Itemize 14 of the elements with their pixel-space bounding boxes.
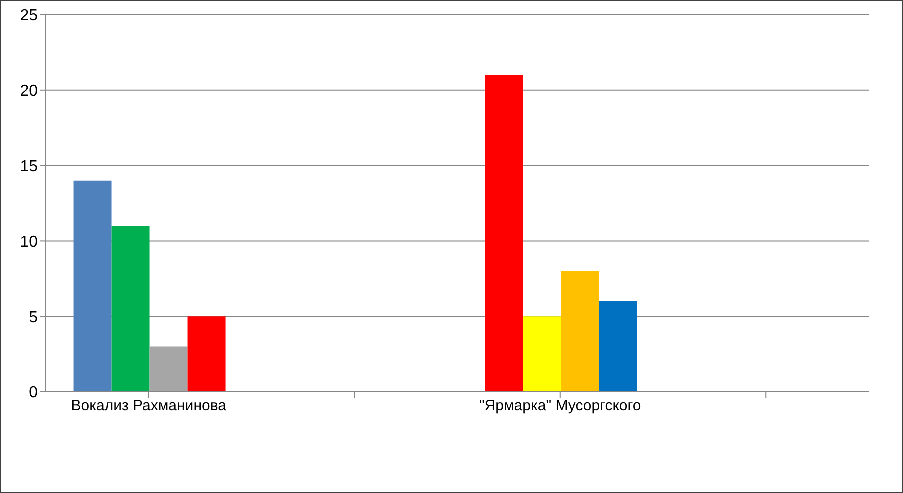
x-tick-label: "Ярмарка" Мусоргского bbox=[479, 398, 642, 415]
y-tick-label: 10 bbox=[20, 234, 38, 251]
y-tick-label: 0 bbox=[29, 384, 38, 402]
x-tick-label: Вокализ Рахманинова bbox=[71, 398, 228, 415]
bar bbox=[523, 316, 562, 392]
bar bbox=[150, 346, 188, 392]
bar bbox=[599, 302, 638, 392]
bar bbox=[74, 180, 112, 392]
y-tick-label: 20 bbox=[20, 83, 38, 100]
y-tick-label: 5 bbox=[29, 309, 38, 326]
y-tick-label: 25 bbox=[20, 8, 38, 25]
y-tick-label: 15 bbox=[20, 158, 38, 176]
bar bbox=[561, 271, 600, 392]
bar bbox=[112, 226, 150, 392]
